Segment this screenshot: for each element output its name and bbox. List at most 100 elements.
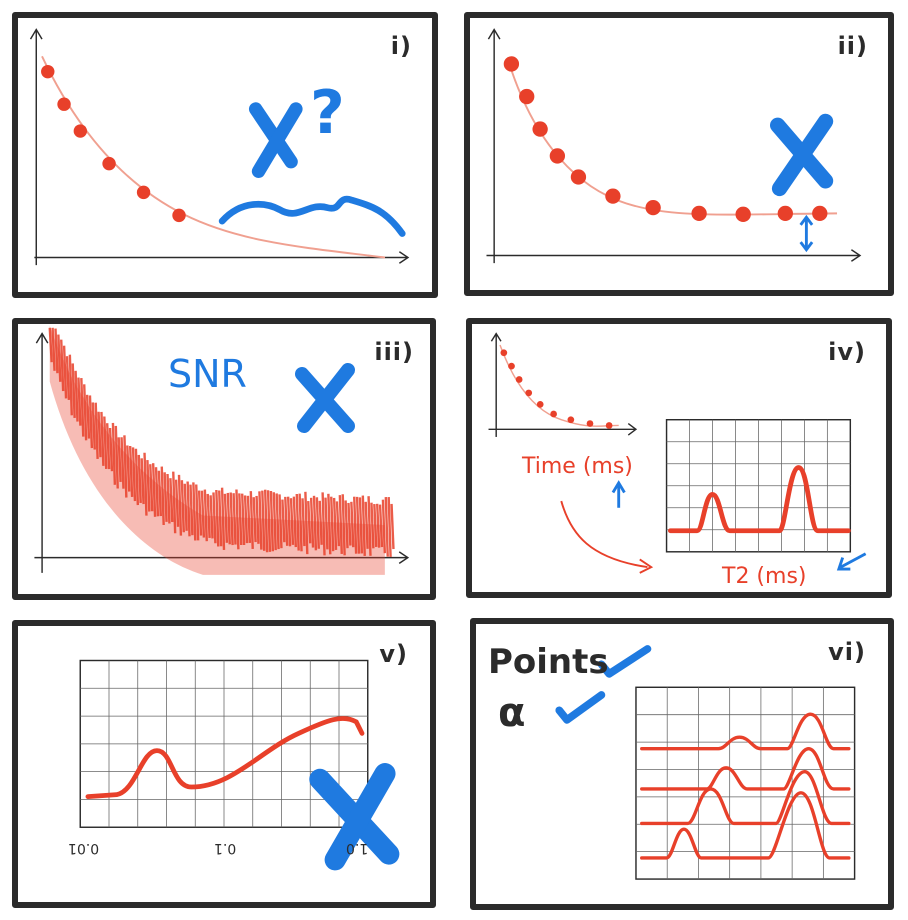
noise-stroke [344,500,349,549]
noise-stroke [149,464,154,512]
noise-stroke [358,497,364,554]
noise-stroke [218,490,223,547]
noise-stroke [77,377,82,426]
noise-stroke [94,402,99,459]
panel-iii-graphic [34,325,410,575]
noise-stroke [238,493,243,546]
blue-up-arrow [611,480,626,508]
noise-stroke [324,497,329,550]
noise-stroke [137,454,142,504]
noise-stroke [304,491,309,555]
question-mark: ? [310,78,345,148]
panel-label: v) [379,640,408,668]
noise-stroke [321,492,326,556]
noise-stroke [284,496,289,546]
noise-stroke [68,354,73,416]
noise-stroke [163,472,168,522]
decay-points [500,349,613,429]
noise-stroke [370,502,375,549]
noise-stroke [71,363,76,418]
panel-i: i) X? ? [12,12,438,298]
noise-stroke [111,422,117,485]
noise-stroke [51,327,56,371]
noise-stroke [183,483,188,531]
noise-stroke [177,474,183,536]
noise-stroke [318,500,323,545]
noise-stroke [249,491,254,549]
noisy-decay-signal [48,327,395,558]
noise-stroke [381,499,387,554]
blue-squiggle [218,195,406,237]
noise-stroke [390,503,395,550]
noise-stroke [364,501,369,549]
noise-stroke [292,496,298,548]
noise-stroke [74,370,79,422]
noise-stroke [160,466,165,526]
noise-stroke [278,494,283,549]
noise-stroke [65,356,71,401]
noise-stroke [60,339,65,392]
noise-stroke [48,327,53,363]
noise-stroke [387,497,392,558]
noise-stroke [209,495,214,539]
time-axis-label: Time (ms) [522,454,633,479]
noise-stroke [361,495,366,557]
noise-stroke [232,493,237,545]
noise-stroke [123,435,128,498]
noise-stroke [220,487,226,550]
noise-stroke [327,493,332,555]
noise-stroke [338,495,343,554]
noise-stroke [83,384,88,441]
noise-stroke [335,501,341,547]
noise-stroke [252,497,257,543]
noise-stroke [134,448,140,506]
noise-stroke [212,492,217,544]
panel-label: iv) [828,338,866,366]
noise-stroke [309,497,315,548]
t2-distribution-curve [667,465,851,534]
panel-label: ii) [837,32,868,60]
noise-stroke [62,345,68,399]
blue-x-mark [309,763,400,871]
noise-stroke [355,496,361,554]
noise-stroke [140,458,145,505]
panel-i-graphic [29,28,410,266]
noise-stroke [186,481,191,537]
noise-stroke [295,493,300,551]
noise-stroke [54,328,59,374]
noise-stroke [384,497,389,557]
x-tick-label: 0.1 [214,840,237,856]
noise-stroke [154,467,160,517]
noise-stroke [203,489,208,542]
decay-points [503,56,828,222]
noise-stroke [229,492,234,546]
noise-stroke [350,501,355,548]
noise-stroke [143,452,148,516]
snr-annotation: SNR [168,352,247,396]
noise-stroke [88,395,94,449]
noise-stroke [307,501,312,544]
noise-stroke [57,334,62,382]
noise-stroke [375,503,381,548]
noise-stroke [192,482,197,541]
t2-axis-label: T2 (ms) [722,564,807,589]
noise-stroke [97,411,102,458]
decay-points [41,64,186,223]
panel-label: vi) [828,638,866,666]
noise-stroke [255,495,260,544]
noise-stroke [269,490,275,552]
noise-stroke [215,489,220,547]
panel-ii-graphic [486,28,862,264]
noise-stroke [281,499,286,543]
noise-stroke [157,470,163,517]
noise-stroke [206,493,211,539]
check-mark-alpha [555,691,606,724]
blue-x-mark [769,113,834,197]
noise-stroke [235,489,240,550]
noisy-decay-envelope [49,325,385,575]
noise-stroke [80,378,85,437]
noise-stroke [261,490,266,551]
noise-stroke [373,504,378,548]
alpha-label: α [498,690,526,736]
panel-iv-graphic [488,332,867,574]
